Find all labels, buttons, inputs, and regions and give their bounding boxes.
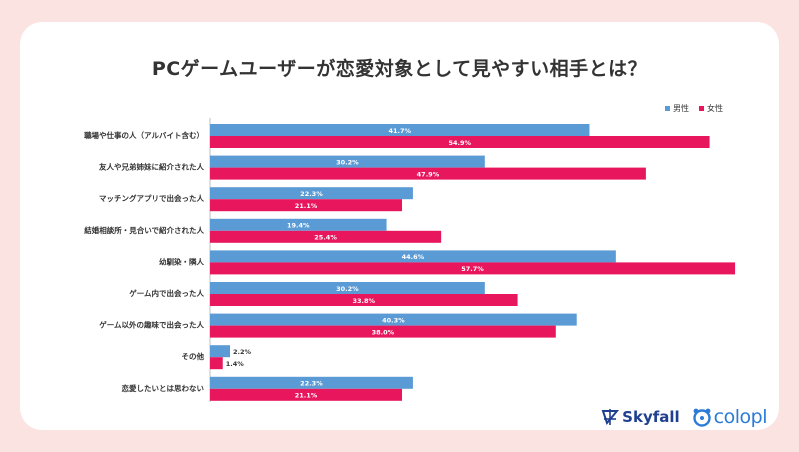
colopl-logo-text: colopl [713, 406, 768, 428]
bar-male [210, 345, 231, 358]
legend-swatch-male [665, 106, 670, 111]
chart-title: PCゲームユーザーが恋愛対象として見やすい相手とは？ [151, 58, 648, 80]
data-label-male: 30.2% [336, 158, 359, 166]
skyfall-mark-icon [601, 409, 620, 426]
data-label-female: 33.8% [353, 297, 376, 305]
bar-female [210, 262, 736, 275]
legend-item-male: 男性 [665, 103, 689, 114]
bar-male [210, 218, 387, 231]
category-label: ゲーム内で出会った人 [129, 288, 204, 298]
bar-female [210, 357, 223, 370]
data-label-female: 54.9% [449, 139, 472, 147]
bar-female [210, 167, 646, 180]
category-label: ゲーム以外の趣味で出会った人 [99, 320, 204, 330]
bar-male [210, 124, 590, 136]
bar-female [210, 199, 403, 212]
bar-male [210, 376, 413, 389]
category-label: 恋愛したいとは思わない [122, 383, 205, 393]
data-label-female: 1.4% [226, 360, 245, 368]
data-label-male: 2.2% [233, 348, 252, 356]
bar-male [210, 282, 485, 294]
category-label: その他 [182, 351, 205, 361]
data-label-female: 25.4% [314, 234, 337, 242]
logo-area: Skyfall colopl [601, 406, 768, 428]
bar-male [210, 313, 577, 326]
category-label: 幼馴染・隣人 [159, 256, 204, 266]
bar-female [210, 325, 556, 338]
legend-label-male: 男性 [673, 104, 689, 113]
legend-swatch-female [699, 106, 704, 111]
category-label: 職場や仕事の人（アルバイト含む） [84, 130, 204, 140]
chart-legend: 男性 女性 [665, 103, 723, 114]
data-label-female: 21.1% [295, 392, 318, 400]
bar-male [210, 250, 616, 263]
data-label-female: 47.9% [417, 170, 440, 178]
bar-female [210, 230, 442, 243]
bar-male [210, 155, 485, 168]
bar-female [210, 136, 710, 148]
data-label-male: 22.3% [300, 380, 323, 388]
data-label-male: 40.3% [382, 316, 405, 324]
category-label: 結婚相談所・見合いで紹介された人 [84, 225, 204, 235]
data-label-male: 44.6% [402, 253, 425, 261]
data-label-female: 57.7% [461, 265, 484, 273]
legend-item-female: 女性 [699, 103, 723, 114]
data-label-male: 19.4% [287, 222, 310, 230]
colopl-logo: colopl [692, 406, 768, 428]
category-label: 友人や兄弟姉妹に紹介された人 [98, 162, 204, 172]
legend-label-female: 女性 [707, 104, 723, 113]
colopl-bear-icon [692, 408, 711, 427]
skyfall-logo: Skyfall [601, 407, 680, 427]
data-label-female: 38.0% [372, 328, 395, 336]
data-label-female: 21.1% [295, 202, 318, 210]
data-label-male: 41.7% [388, 127, 411, 135]
chart-card [20, 22, 779, 430]
skyfall-logo-text: Skyfall [622, 408, 680, 426]
bar-female [210, 294, 518, 306]
bar-male [210, 187, 413, 200]
data-label-male: 22.3% [300, 190, 323, 198]
category-label: マッチングアプリで出会った人 [99, 193, 204, 203]
data-label-male: 30.2% [336, 285, 359, 293]
bar-female [210, 388, 403, 401]
